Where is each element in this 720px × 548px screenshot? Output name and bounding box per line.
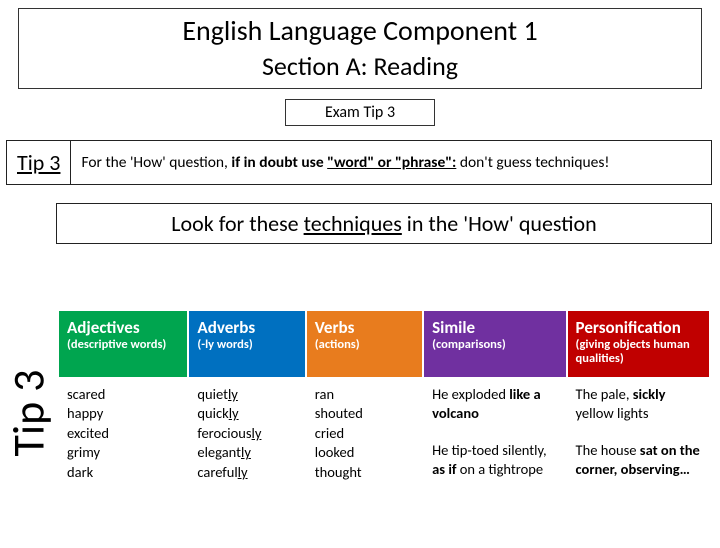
- look-for-heading: Look for these techniques in the 'How' q…: [56, 203, 712, 244]
- tip-pre: For the 'How' question,: [81, 153, 231, 172]
- vertical-tip-label: Tip 3: [4, 308, 52, 518]
- tip-summary-row: Tip 3 For the 'How' question, if in doub…: [6, 140, 720, 185]
- col-adjectives: Adjectives (descriptive words): [58, 310, 188, 378]
- page-title: English Language Component 1: [19, 13, 701, 48]
- title-box: English Language Component 1 Section A: …: [18, 8, 702, 89]
- tip-bold1: if in doubt use: [231, 153, 327, 172]
- table-row: scaredhappyexcitedgrimydark quietlyquick…: [58, 378, 710, 434]
- tip-post: don't guess techniques!: [456, 153, 609, 172]
- tip-number-label: Tip 3: [6, 140, 71, 185]
- col-personification: Personification (giving objects human qu…: [567, 310, 710, 378]
- cell-personification-2: The house sat on the corner, observing…: [567, 434, 710, 490]
- col-simile: Simile (comparisons): [423, 310, 566, 378]
- col-verbs: Verbs (actions): [306, 310, 423, 378]
- col-adverbs: Adverbs (-ly words): [188, 310, 305, 378]
- look-pre: Look for these: [171, 210, 303, 237]
- cell-simile-2: He tip-toed silently, as if on a tightro…: [423, 434, 566, 490]
- cell-personification-1: The pale, sickly yellow lights: [567, 378, 710, 434]
- cell-simile-1: He exploded like a volcano: [423, 378, 566, 434]
- page-subtitle: Section A: Reading: [19, 50, 701, 82]
- cell-adverbs: quietlyquicklyferociouslyelegantlycarefu…: [188, 378, 305, 490]
- techniques-table: Adjectives (descriptive words) Adverbs (…: [57, 309, 711, 491]
- tip-bold-underline: "word" or "phrase":: [327, 153, 456, 172]
- cell-adjectives: scaredhappyexcitedgrimydark: [58, 378, 188, 490]
- cell-verbs: ranshoutedcriedlookedthought: [306, 378, 423, 490]
- techniques-table-wrap: Adjectives (descriptive words) Adverbs (…: [56, 308, 712, 492]
- look-underline: techniques: [304, 210, 402, 237]
- tip-instruction-text: For the 'How' question, if in doubt use …: [71, 140, 712, 185]
- exam-tip-label: Exam Tip 3: [285, 99, 435, 126]
- table-header-row: Adjectives (descriptive words) Adverbs (…: [58, 310, 710, 378]
- look-post: in the 'How' question: [402, 210, 597, 237]
